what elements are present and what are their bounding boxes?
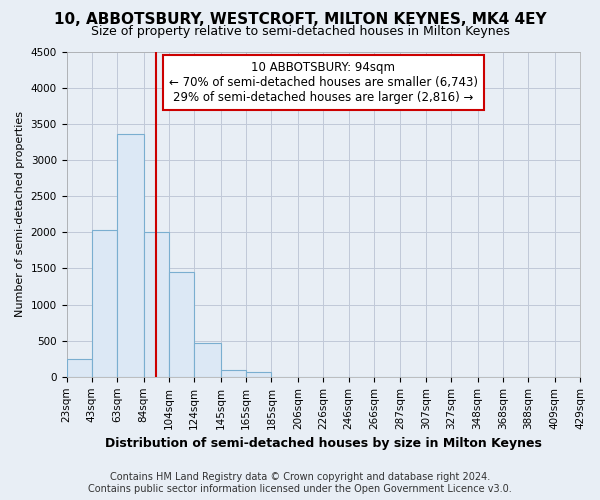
Text: 10 ABBOTSBURY: 94sqm
← 70% of semi-detached houses are smaller (6,743)
29% of se: 10 ABBOTSBURY: 94sqm ← 70% of semi-detac… [169, 62, 478, 104]
Bar [194, 343, 221, 377]
Bar [67, 358, 92, 377]
Bar [143, 232, 169, 377]
Text: 10, ABBOTSBURY, WESTCROFT, MILTON KEYNES, MK4 4EY: 10, ABBOTSBURY, WESTCROFT, MILTON KEYNES… [53, 12, 547, 28]
Bar [92, 230, 117, 377]
Bar [221, 370, 246, 377]
Y-axis label: Number of semi-detached properties: Number of semi-detached properties [15, 111, 25, 317]
Text: Size of property relative to semi-detached houses in Milton Keynes: Size of property relative to semi-detach… [91, 25, 509, 38]
Text: Contains HM Land Registry data © Crown copyright and database right 2024.
Contai: Contains HM Land Registry data © Crown c… [88, 472, 512, 494]
Bar [246, 372, 271, 377]
X-axis label: Distribution of semi-detached houses by size in Milton Keynes: Distribution of semi-detached houses by … [105, 437, 542, 450]
Bar [169, 272, 194, 377]
Bar [117, 134, 143, 377]
